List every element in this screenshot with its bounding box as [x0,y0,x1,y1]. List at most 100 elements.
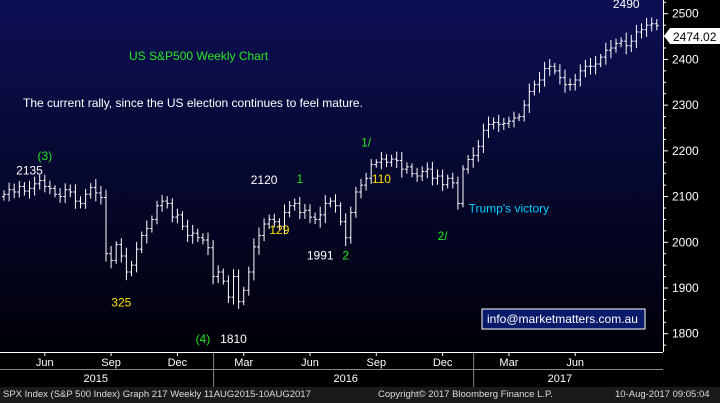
ohlc-bar [160,195,165,212]
chart-annotation: (3) [37,149,52,163]
ohlc-bar [369,158,374,184]
ohlc-bar [200,233,205,245]
ohlc-bar [165,196,170,209]
ohlc-bar [542,61,547,87]
ohlc-bar [506,116,511,128]
ohlc-bar [134,241,139,273]
ohlc-bar [450,172,455,189]
ohlc-bar [195,228,200,243]
ohlc-bar [619,37,624,48]
chart-annotation: 1991 [307,249,334,263]
x-tick-label: Jun [301,357,319,369]
year-label: 2017 [548,373,572,385]
ohlc-bar [552,62,557,75]
y-tick-label: 2200 [672,144,699,158]
ohlc-bar [629,34,634,53]
ohlc-bar [12,183,17,199]
ohlc-bar [241,286,246,306]
ohlc-bar [272,213,277,228]
ohlc-bar [481,123,486,153]
ohlc-bar [83,188,88,209]
chart-annotation: 2135 [16,164,43,178]
x-tick-label: Jun [566,357,584,369]
chart-annotation: 1/ [361,135,372,149]
ohlc-bar [415,167,420,182]
contact-email[interactable]: info@marketmatters.com.au [487,312,638,326]
ohlc-bar [624,32,629,55]
ohlc-bar [333,194,338,213]
chart-annotation: 2 [342,249,349,263]
ohlc-bar [557,64,562,85]
ohlc-bar [323,195,328,224]
x-tick-label: Sep [101,357,121,369]
ohlc-bar [353,186,358,218]
ohlc-bar [313,212,318,225]
ohlc-bar [93,178,98,202]
ohlc-bar [124,247,129,281]
ohlc-bar [404,162,409,174]
ohlc-bar [634,24,639,49]
ohlc-bar [527,83,532,114]
ohlc-bar [394,151,399,169]
ohlc-bar [348,206,353,244]
ohlc-bar [435,169,440,185]
ohlc-bar [27,180,32,199]
ohlc-bar [547,59,552,76]
chart-annotation: 2/ [438,229,449,243]
ohlc-bar [532,80,537,96]
ohlc-bar [277,218,282,230]
ohlc-bar [644,17,649,37]
ohlc-bar [98,185,103,205]
ohlc-bar [410,163,414,178]
ohlc-bar [445,174,450,189]
chart-annotation: 110 [372,172,391,186]
ohlc-bar [292,198,297,211]
ohlc-bar [37,174,42,190]
ohlc-bar [476,139,481,162]
ohlc-bar [7,182,12,202]
chart-annotation: Trump's victory [469,202,550,216]
ohlc-bar [297,197,302,219]
ohlc-bar [389,154,394,167]
footer-right: 10-Aug-2017 09:05:04 [615,389,710,400]
year-label: 2016 [333,373,357,385]
ohlc-bar [522,100,527,122]
y-tick-label: 2300 [672,98,699,112]
last-price-label: 2474.02 [673,30,717,44]
ohlc-bar [139,231,144,254]
ohlc-bar [78,196,83,209]
ohlc-bar [53,185,57,198]
ohlc-bar [231,269,236,305]
ohlc-bar [257,227,261,255]
ohlc-bar [486,116,491,138]
chart-annotation: 129 [269,223,289,237]
ohlc-bar [2,190,6,201]
ohlc-bar [420,166,425,182]
x-tick-label: Sep [367,357,387,369]
ohlc-bar [598,53,603,68]
chart-annotation: 1810 [220,332,247,346]
ohlc-bar [359,178,363,199]
ohlc-bar [42,174,47,193]
y-tick-label: 1800 [672,327,699,341]
contact-box: info@marketmatters.com.au [481,308,646,330]
ohlc-bar [32,176,37,196]
footer-left: SPX Index (S&P 500 Index) Graph 217 Week… [3,389,311,400]
ohlc-bar [512,111,516,128]
y-tick-label: 2500 [672,7,699,21]
ohlc-bar [63,183,68,203]
ohlc-bar [211,240,216,285]
ohlc-bar [175,208,180,224]
ohlc-bar [466,155,471,174]
ohlc-bar [22,181,27,196]
ohlc-bar [308,204,312,224]
footer-middle: Copyright© 2017 Bloomberg Finance L.P. [378,389,553,400]
ohlc-bar [236,269,241,309]
ohlc-bar [639,23,644,39]
ohlc-bar [578,64,583,87]
ohlc-bar [384,154,389,168]
ohlc-bar [68,184,73,198]
x-tick-label: Dec [168,357,188,369]
ohlc-bar [302,203,307,219]
